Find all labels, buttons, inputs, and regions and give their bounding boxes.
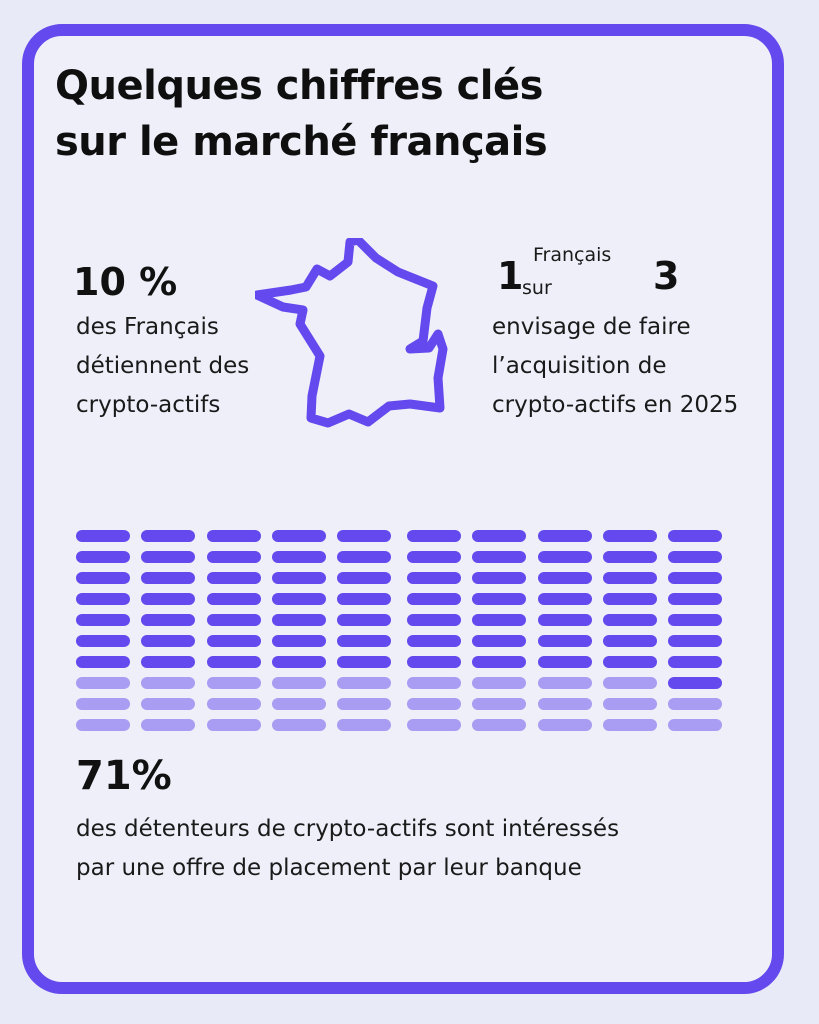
stat1-line-2: détiennent des (76, 353, 250, 379)
title-line-1: Quelques chiffres clés (55, 63, 543, 109)
stat2-line-3: crypto-actifs en 2025 (492, 392, 739, 418)
stat2-line-2: l’acquisition de (492, 353, 667, 379)
stat1-description: des Français détiennent des crypto-actif… (76, 308, 249, 425)
infographic-card (22, 24, 784, 994)
stat2-small-sur: sur (522, 277, 552, 299)
stat3-line-1: des détenteurs de crypto-actifs sont int… (76, 816, 620, 842)
stat3-line-2: par une offre de placement par leur banq… (76, 855, 582, 881)
france-map-icon (252, 235, 455, 433)
stat2-denominator: 3 (653, 254, 680, 298)
stat2-small-francais: Français (533, 244, 612, 266)
stat3-value: 71% (76, 753, 172, 799)
stat2-numerator: 1 (497, 254, 524, 298)
title-line-2: sur le marché français (55, 119, 548, 165)
stat2-line-1: envisage de faire (492, 314, 691, 340)
stat1-value: 10 % (73, 260, 178, 304)
stat1-line-3: crypto-actifs (76, 392, 221, 418)
page-title: Quelques chiffres clés sur le marché fra… (55, 58, 755, 170)
stat3-description: des détenteurs de crypto-actifs sont int… (76, 810, 619, 888)
stat2-description: envisage de faire l’acquisition de crypt… (492, 308, 738, 425)
stat1-line-1: des Français (76, 314, 219, 340)
